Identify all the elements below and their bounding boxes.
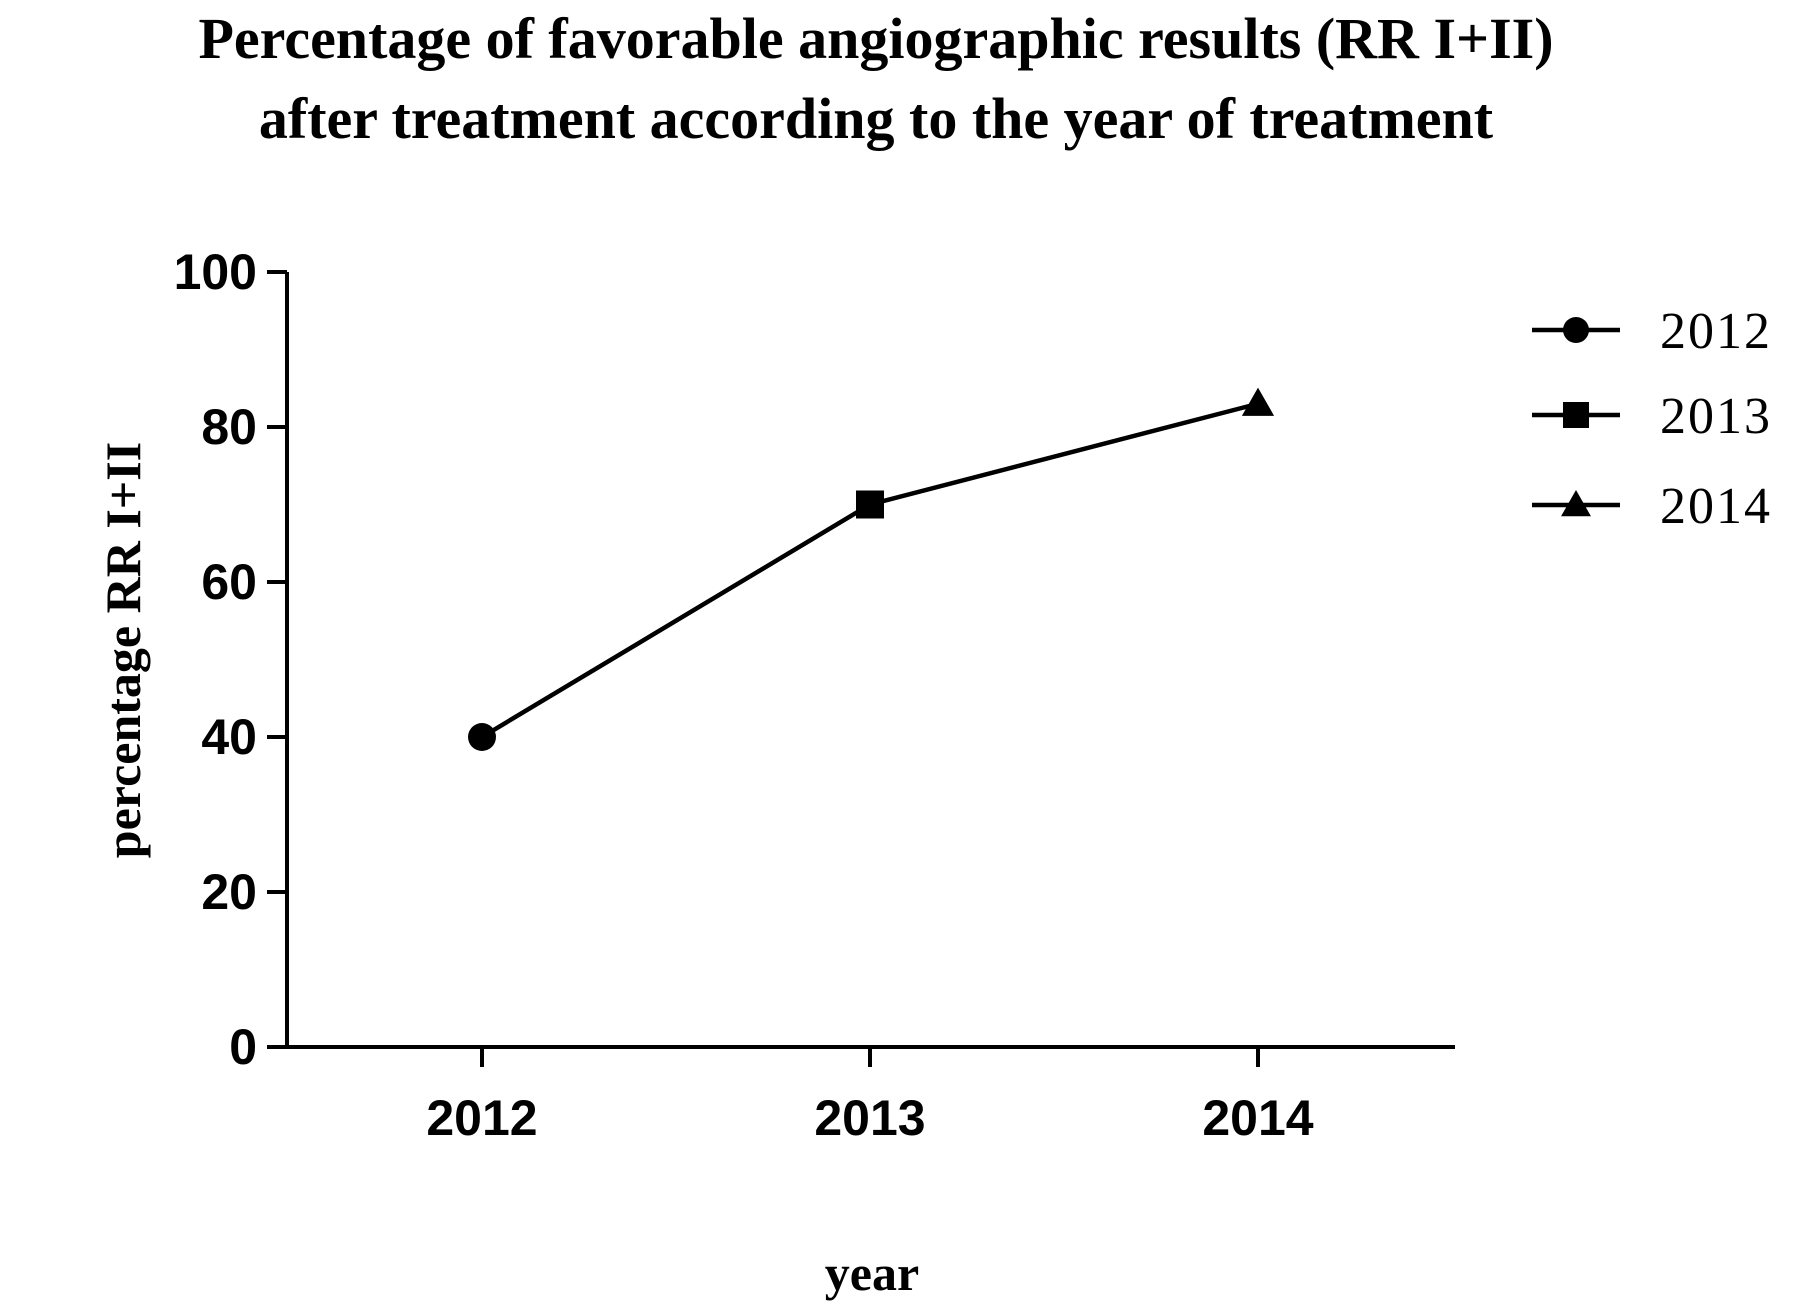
legend-label: 2012 (1660, 303, 1772, 360)
data-point-2013 (856, 490, 884, 519)
legend-item-2012: 2012 (1532, 303, 1772, 360)
y-tick-label: 60 (201, 554, 257, 610)
x-tick-label: 2013 (814, 1090, 925, 1146)
y-tick-label: 40 (201, 709, 257, 765)
legend-marker-circle (1563, 317, 1589, 343)
x-axis-title: year (825, 1245, 919, 1301)
series (468, 387, 1275, 751)
axes (285, 272, 1455, 1049)
y-tick-label: 0 (229, 1019, 257, 1075)
data-point-2014 (1241, 387, 1275, 416)
series-line (480, 401, 1259, 739)
y-ticks: 0 20 40 60 80 100 (174, 244, 287, 1075)
x-ticks: 2012 2013 2014 (426, 1047, 1314, 1146)
chart-title: Percentage of favorable angiographic res… (198, 6, 1553, 151)
x-tick-label: 2014 (1202, 1090, 1313, 1146)
y-tick-label: 100 (174, 244, 257, 300)
x-tick-label: 2012 (426, 1090, 537, 1146)
legend-item-2014: 2014 (1532, 478, 1772, 535)
legend-marker-square (1563, 402, 1589, 428)
legend-marker-triangle (1561, 490, 1591, 517)
legend-item-2013: 2013 (1532, 388, 1772, 445)
data-point-2012 (468, 723, 496, 751)
y-tick-label: 20 (201, 864, 257, 920)
y-tick-label: 80 (201, 399, 257, 455)
legend-label: 2013 (1660, 388, 1772, 445)
legend: 2012 2013 2014 (1532, 303, 1772, 535)
chart-title-line-1: Percentage of favorable angiographic res… (198, 6, 1553, 71)
legend-label: 2014 (1660, 478, 1772, 535)
chart-title-line-2: after treatment according to the year of… (259, 86, 1494, 151)
y-axis-title: percentage RR I+II (95, 442, 151, 858)
